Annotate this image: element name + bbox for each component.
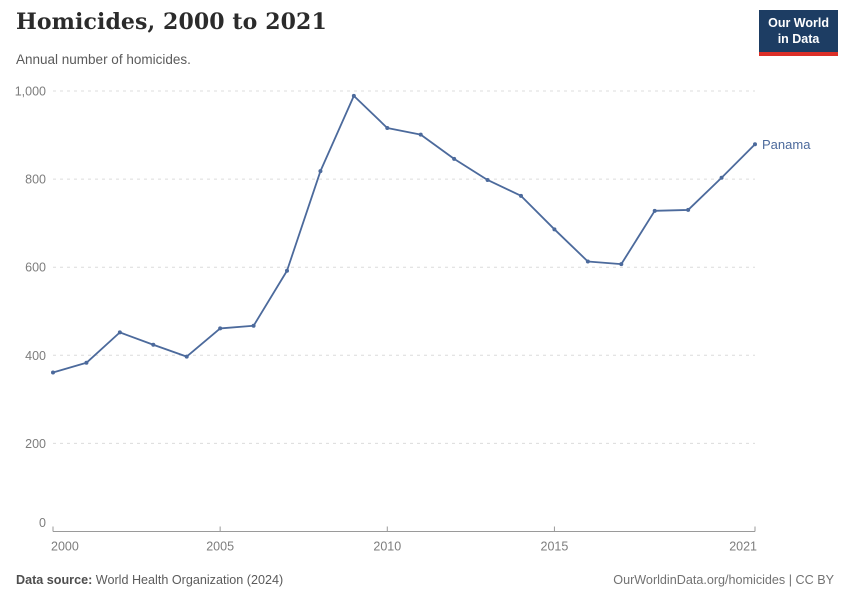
data-point[interactable] [452,156,457,161]
data-point[interactable] [519,193,523,198]
data-point[interactable] [552,227,557,232]
owid-logo-line1: Our World [768,16,829,30]
x-tick-label: 2000 [51,540,79,554]
data-point[interactable] [619,262,624,267]
chart-footer: Data source: World Health Organization (… [16,573,834,587]
y-tick-label: 200 [25,437,46,451]
data-source-label: Data source: [16,573,93,587]
data-point[interactable] [318,169,323,174]
data-point[interactable] [585,259,590,264]
chart-title: Homicides, 2000 to 2021 [16,9,327,35]
x-tick-label: 2005 [206,540,234,554]
data-point[interactable] [251,323,256,328]
owid-logo-line2: in Data [777,32,820,47]
data-point[interactable] [117,330,122,335]
data-point[interactable] [485,177,490,182]
owid-logo[interactable]: Our World in Data [759,10,838,56]
data-point[interactable] [151,342,156,347]
data-point[interactable] [418,132,423,137]
data-point[interactable] [351,93,356,98]
chart-subtitle: Annual number of homicides. [16,52,191,67]
line-series-panama [52,94,756,374]
y-tick-label: 0 [39,516,46,530]
series-label-panama[interactable]: Panama [762,137,811,152]
data-point[interactable] [686,207,691,212]
data-point[interactable] [753,142,757,147]
y-tick-label: 1,000 [15,85,46,99]
x-tick-label: 2015 [541,540,569,554]
data-point[interactable] [385,126,390,131]
data-point[interactable] [84,360,89,365]
data-point[interactable] [285,268,289,273]
data-point[interactable] [652,208,657,213]
data-point[interactable] [719,175,724,180]
footer-attribution: OurWorldinData.org/homicides | CC BY [613,573,834,587]
data-source-value: World Health Organization (2024) [92,573,284,587]
data-point[interactable] [51,370,55,375]
y-tick-label: 400 [25,349,46,363]
x-tick-label: 2010 [373,540,401,554]
y-tick-label: 800 [25,173,46,187]
y-tick-label: 600 [25,261,46,275]
x-tick-label: 2021 [729,540,757,554]
data-source: Data source: World Health Organization (… [16,573,283,587]
data-point[interactable] [184,354,189,359]
data-point[interactable] [218,326,223,331]
